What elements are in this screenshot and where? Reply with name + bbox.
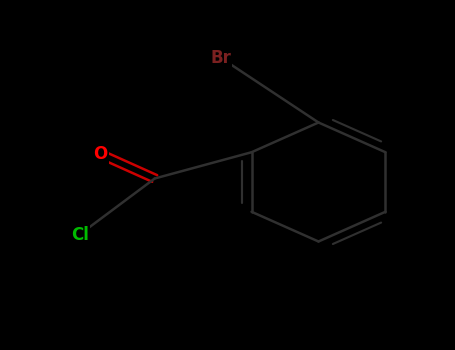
- Text: Br: Br: [210, 49, 231, 67]
- Text: O: O: [93, 145, 107, 163]
- Text: Cl: Cl: [71, 225, 89, 244]
